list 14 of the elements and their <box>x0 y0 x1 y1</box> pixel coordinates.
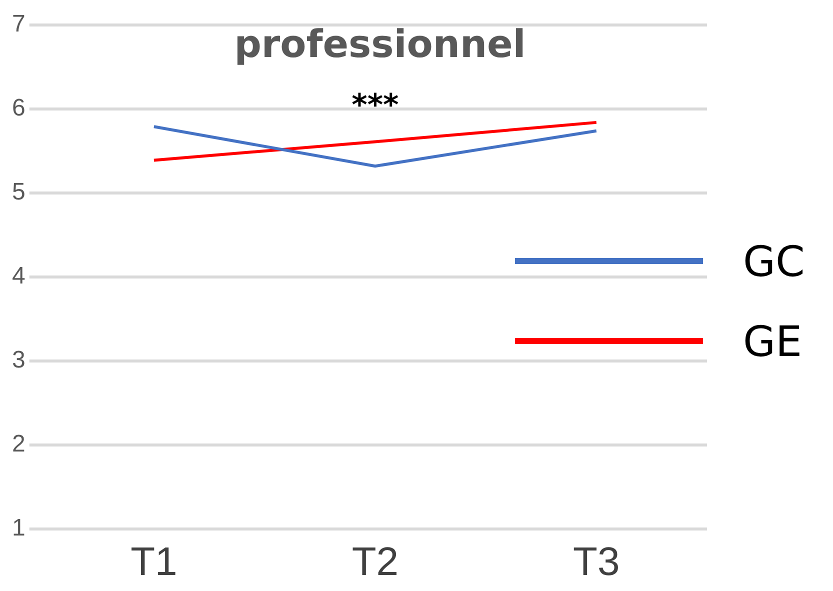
y-tick-label: 5 <box>12 178 26 206</box>
legend-label: GE <box>743 316 802 366</box>
y-tick-label: 6 <box>12 94 26 122</box>
legend-label: GC <box>743 236 805 286</box>
annotation: *** <box>352 88 400 123</box>
x-tick-label: T1 <box>130 540 178 584</box>
x-tick-label: T3 <box>573 540 620 584</box>
chart-title: professionnel <box>233 22 527 66</box>
y-tick-label: 4 <box>12 262 26 290</box>
y-tick-label: 3 <box>12 346 26 374</box>
x-tick-label: T2 <box>352 540 399 584</box>
y-tick-label: 1 <box>12 514 26 542</box>
y-tick-label: 7 <box>12 10 26 38</box>
y-tick-label: 2 <box>12 430 26 458</box>
